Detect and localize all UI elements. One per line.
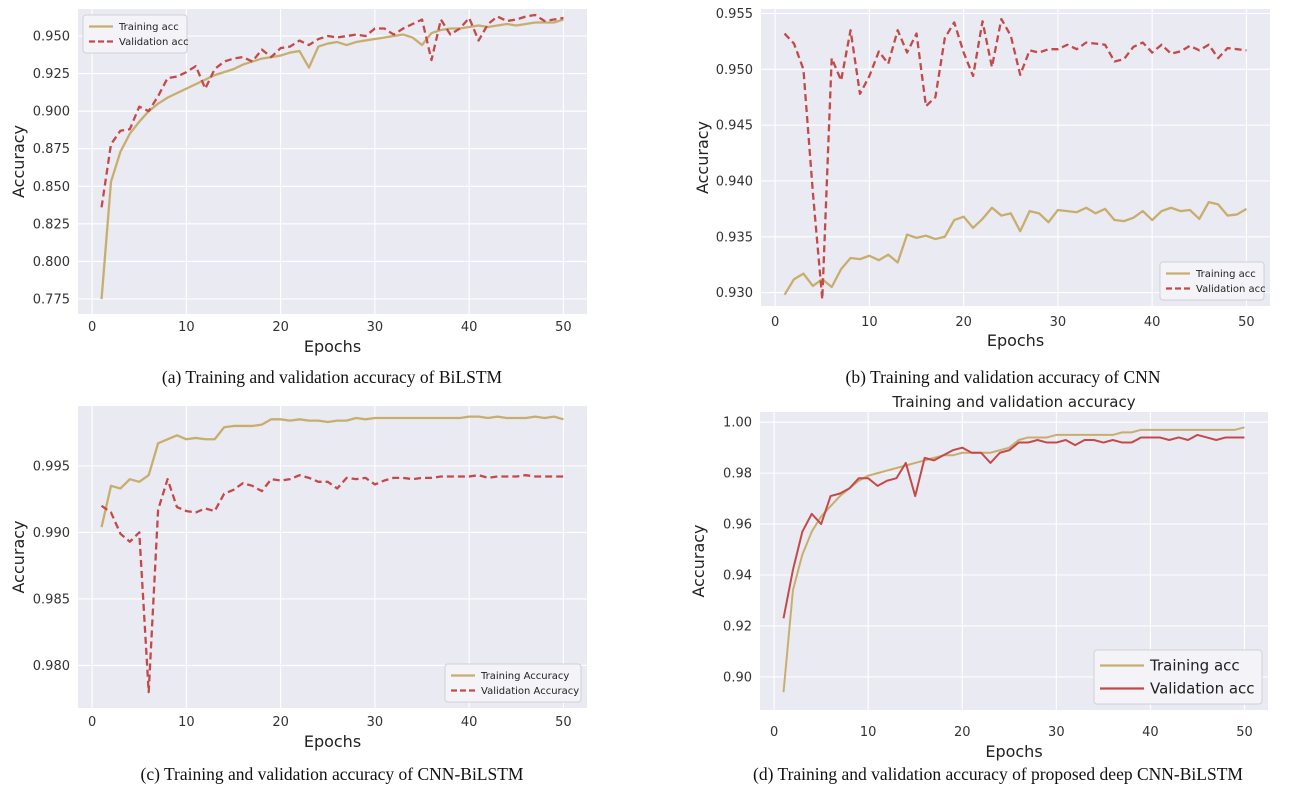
y-axis-label: Accuracy [9,520,28,593]
x-axis-label: Epochs [304,732,361,751]
x-axis-label: Epochs [985,742,1042,761]
x-tick-label: 0 [88,715,96,730]
legend-box [1159,261,1265,301]
series-line-validation [782,433,1245,619]
y-tick-label: 0.935 [716,230,753,245]
legend-label: Validation acc [1196,284,1266,295]
x-axis-label: Epochs [987,331,1044,350]
series-line-training [783,201,1248,296]
x-tick-label: 20 [272,320,289,335]
x-tick-label: 20 [954,725,971,740]
x-tick-label: 30 [367,715,384,730]
x-tick-label: 30 [1048,725,1065,740]
x-tick-label: 0 [770,725,778,740]
x-tick-label: 20 [272,715,289,730]
y-tick-label: 0.775 [33,292,70,307]
x-tick-label: 0 [771,315,779,330]
series-line-training [782,426,1245,693]
y-tick-label: 0.940 [716,174,753,189]
x-tick-label: 10 [860,725,877,740]
y-tick-label: 0.94 [723,569,752,584]
y-axis-label: Accuracy [689,524,708,597]
x-tick-label: 10 [178,715,195,730]
x-tick-label: 20 [955,315,972,330]
series-line-validation [100,474,564,694]
legend-label: Validation Accuracy [481,686,579,697]
legend-label: Training acc [118,22,179,33]
legend-label: Training acc [1195,269,1256,280]
y-tick-label: 0.995 [33,459,70,474]
x-tick-label: 10 [178,320,195,335]
x-tick-label: 40 [1144,315,1161,330]
y-tick-label: 0.950 [33,30,70,45]
plot-area [78,9,587,314]
y-tick-label: 0.930 [716,286,753,301]
legend: Training Accuracy Validation Accuracy [444,663,582,703]
legend: Training acc Validation acc [1093,649,1263,705]
y-tick-label: 0.90 [723,670,752,685]
y-axis-label: Accuracy [9,125,28,198]
y-tick-label: 0.875 [33,142,70,157]
chart-title: Training and validation accuracy [891,393,1135,411]
x-tick-label: 50 [1236,725,1253,740]
x-tick-label: 50 [555,715,572,730]
legend-box [82,14,188,54]
x-tick-label: 50 [1238,315,1255,330]
legend-label: Validation acc [1150,680,1255,698]
x-tick-label: 40 [461,715,478,730]
y-tick-label: 0.98 [723,467,752,482]
y-tick-label: 1.00 [723,416,752,431]
legend: Training acc Validation acc [82,14,189,54]
panel-c: 0.980 0.985 0.990 0.995 0 10 20 30 40 50 Epochs Acc… [9,406,587,751]
y-tick-label: 0.980 [33,659,70,674]
y-tick-label: 0.990 [33,526,70,541]
y-tick-label: 0.850 [33,180,70,195]
y-tick-label: 0.945 [716,119,753,134]
caption-c: (c) Training and validation accuracy of … [141,764,524,784]
x-tick-label: 50 [555,320,572,335]
caption-b: (b) Training and validation accuracy of … [846,367,1161,387]
legend-box [1093,649,1263,705]
legend-label: Validation acc [119,37,189,48]
x-tick-label: 40 [1142,725,1159,740]
y-tick-label: 0.800 [33,255,70,270]
y-axis-label: Accuracy [693,121,712,194]
legend-label: Training acc [1149,657,1240,675]
y-tick-label: 0.955 [716,7,753,22]
y-tick-label: 0.985 [33,592,70,607]
x-tick-label: 30 [367,320,384,335]
y-tick-label: 0.900 [33,105,70,120]
plot-area [78,406,587,708]
caption-a: (a) Training and validation accuracy of … [162,367,503,387]
panel-a: 0.775 0.800 0.825 0.850 0.875 0.900 0.925 0.950… [9,9,587,356]
y-tick-label: 0.96 [723,518,752,533]
legend-box [444,663,582,703]
x-tick-label: 40 [461,320,478,335]
caption-d: (d) Training and validation accuracy of … [753,764,1243,784]
x-axis-label: Epochs [304,337,361,356]
series-line-validation [783,17,1247,301]
y-tick-label: 0.92 [723,619,752,634]
panel-d: 0.90 0.92 0.94 0.96 0.98 1.00 0 10 20 30 40 50 Epoch… [689,393,1268,761]
y-tick-label: 0.825 [33,217,70,232]
y-tick-label: 0.950 [716,63,753,78]
panel-b: 0.930 0.935 0.940 0.945 0.950 0.955 0 10 20 30 40 5… [693,7,1270,350]
series-line-validation [100,13,564,208]
x-tick-label: 30 [1050,315,1067,330]
series-line-training [100,415,564,528]
x-tick-label: 0 [88,320,96,335]
y-tick-label: 0.925 [33,67,70,82]
legend-label: Training Accuracy [480,671,569,682]
x-tick-label: 10 [861,315,878,330]
legend: Training acc Validation acc [1159,261,1266,301]
